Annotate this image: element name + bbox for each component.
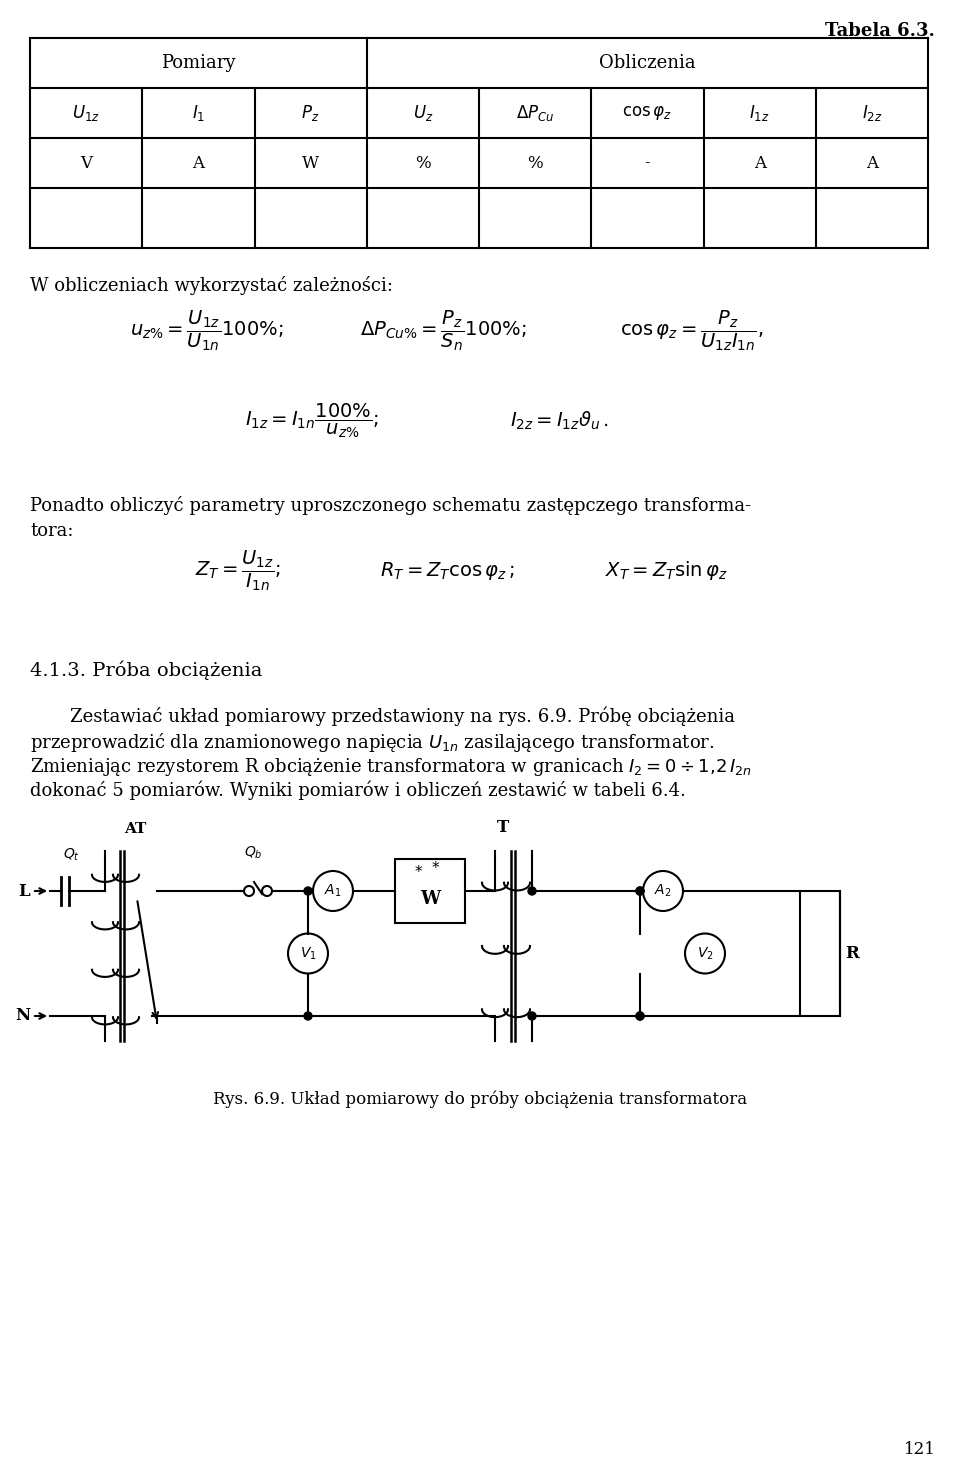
Bar [395, 858, 465, 923]
Text: N: N [14, 1007, 30, 1025]
Text: T: T [497, 819, 509, 836]
Text: $\cos\varphi_z$: $\cos\varphi_z$ [622, 105, 672, 122]
Text: $V_2$: $V_2$ [697, 945, 713, 962]
Circle shape [636, 1012, 644, 1021]
Text: $\Delta P_{Cu}$: $\Delta P_{Cu}$ [516, 103, 554, 122]
Circle shape [685, 934, 725, 974]
Text: $I_1$: $I_1$ [192, 103, 205, 122]
Text: $Q_t$: $Q_t$ [63, 847, 80, 863]
Text: $\Delta P_{Cu\%} = \dfrac{P_z}{S_n}100\%;$: $\Delta P_{Cu\%} = \dfrac{P_z}{S_n}100\%… [360, 308, 527, 354]
Circle shape [288, 934, 328, 974]
Text: L: L [18, 882, 30, 900]
Text: $A_1$: $A_1$ [324, 884, 342, 900]
Text: -: - [644, 155, 650, 171]
Text: Rys. 6.9. Układ pomiarowy do próby obciążenia transformatora: Rys. 6.9. Układ pomiarowy do próby obcią… [213, 1092, 747, 1109]
Text: A: A [192, 155, 204, 171]
Text: $\cos\varphi_z = \dfrac{P_z}{U_{1z}I_{1n}},$: $\cos\varphi_z = \dfrac{P_z}{U_{1z}I_{1n… [620, 308, 763, 354]
Text: Zestawiać układ pomiarowy przedstawiony na rys. 6.9. Próbę obciążenia: Zestawiać układ pomiarowy przedstawiony … [70, 707, 735, 726]
Text: $I_{2z}$: $I_{2z}$ [861, 103, 882, 122]
Text: $P_z$: $P_z$ [301, 103, 320, 122]
Text: *: * [414, 866, 421, 881]
Text: W: W [420, 889, 440, 909]
Text: $V_1$: $V_1$ [300, 945, 317, 962]
Text: $I_{1z}$: $I_{1z}$ [750, 103, 770, 122]
Text: $u_{z\%} = \dfrac{U_{1z}}{U_{1n}}100\%;$: $u_{z\%} = \dfrac{U_{1z}}{U_{1n}}100\%;$ [130, 308, 283, 354]
Text: W obliczeniach wykorzystać zależności:: W obliczeniach wykorzystać zależności: [30, 276, 393, 295]
Text: 4.1.3. Próba obciążenia: 4.1.3. Próba obciążenia [30, 661, 262, 680]
Circle shape [636, 1012, 644, 1021]
Circle shape [528, 1012, 536, 1021]
Text: $I_{1z} = I_{1n}\dfrac{100\%}{u_{z\%}};$: $I_{1z} = I_{1n}\dfrac{100\%}{u_{z\%}};$ [245, 401, 379, 440]
Text: przeprowadzić dla znamionowego napięcia $U_{1n}$ zasilającego transformator.: przeprowadzić dla znamionowego napięcia … [30, 732, 714, 754]
Text: A: A [754, 155, 766, 171]
Text: %: % [415, 155, 431, 171]
Circle shape [304, 1012, 312, 1021]
Text: $U_z$: $U_z$ [413, 103, 433, 122]
Text: tora:: tora: [30, 522, 74, 540]
Text: Obliczenia: Obliczenia [599, 55, 696, 72]
Text: %: % [527, 155, 543, 171]
Circle shape [636, 886, 644, 895]
Text: V: V [80, 155, 92, 171]
Circle shape [304, 886, 312, 895]
Circle shape [636, 886, 644, 895]
Text: $Q_b$: $Q_b$ [244, 845, 262, 861]
Circle shape [528, 886, 536, 895]
Text: R: R [845, 945, 859, 962]
Bar [800, 891, 840, 1016]
Text: Ponadto obliczyć parametry uproszczonego schematu zastępczego transforma-: Ponadto obliczyć parametry uproszczonego… [30, 496, 751, 515]
Circle shape [313, 872, 353, 912]
Text: AT: AT [124, 822, 146, 836]
Circle shape [643, 872, 683, 912]
Text: *: * [431, 861, 439, 876]
Text: 121: 121 [904, 1441, 936, 1457]
Text: $I_{2z} = I_{1z}\vartheta_u\,.$: $I_{2z} = I_{1z}\vartheta_u\,.$ [510, 410, 609, 432]
Text: Pomiary: Pomiary [161, 55, 235, 72]
Text: A: A [866, 155, 877, 171]
Text: Tabela 6.3.: Tabela 6.3. [825, 22, 935, 40]
Text: $X_T = Z_T\sin\varphi_z$: $X_T = Z_T\sin\varphi_z$ [605, 559, 728, 583]
Text: Zmieniając rezystorem R obciążenie transformatora w granicach $I_2 = 0 \div 1{,}: Zmieniając rezystorem R obciążenie trans… [30, 757, 752, 777]
Text: dokonać 5 pomiarów. Wyniki pomiarów i obliczeń zestawić w tabeli 6.4.: dokonać 5 pomiarów. Wyniki pomiarów i ob… [30, 780, 685, 801]
Text: $U_{1z}$: $U_{1z}$ [72, 103, 100, 122]
Text: W: W [302, 155, 319, 171]
Text: $Z_T = \dfrac{U_{1z}}{I_{1n}};$: $Z_T = \dfrac{U_{1z}}{I_{1n}};$ [195, 549, 281, 593]
Text: $A_2$: $A_2$ [655, 884, 672, 900]
Text: $R_T = Z_T\cos\varphi_z\,;$: $R_T = Z_T\cos\varphi_z\,;$ [380, 560, 515, 583]
